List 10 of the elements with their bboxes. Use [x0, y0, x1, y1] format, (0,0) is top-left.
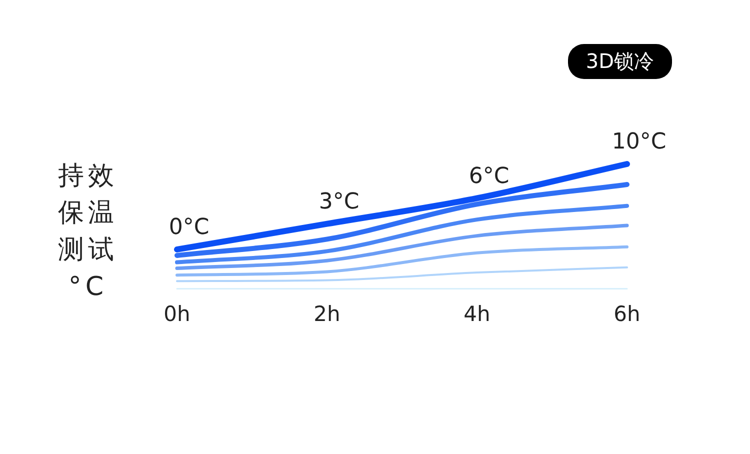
y-axis-title: 持效保温测试°C	[57, 160, 119, 304]
x-tick-label: 2h	[314, 302, 340, 326]
text: 3D锁冷	[586, 49, 654, 73]
x-tick-label: 6h	[614, 302, 640, 326]
data-label: 6°C	[468, 164, 510, 189]
data-label: 3°C	[318, 190, 360, 215]
data-label: 10°C	[612, 130, 666, 155]
x-tick-label: 0h	[164, 302, 190, 326]
data-label: 0°C	[168, 215, 210, 240]
x-tick-label: 4h	[464, 302, 490, 326]
